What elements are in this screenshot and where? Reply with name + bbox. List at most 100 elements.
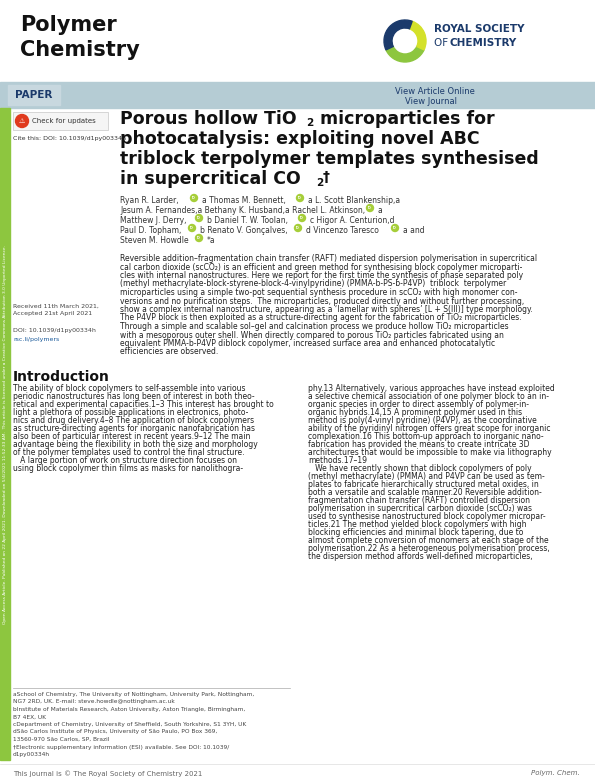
- Text: iD: iD: [393, 226, 397, 230]
- Bar: [0, 82, 595, 108]
- Text: 2: 2: [316, 178, 323, 188]
- Text: method is poly(4-vinyl pyridine) (P4VP), as the coordinative: method is poly(4-vinyl pyridine) (P4VP),…: [308, 416, 537, 425]
- Text: View Journal: View Journal: [405, 97, 457, 106]
- Text: Chemistry: Chemistry: [20, 40, 140, 60]
- Text: 13560-970 São Carlos, SP, Brazil: 13560-970 São Carlos, SP, Brazil: [13, 737, 109, 742]
- Text: the dispersion method affords well-defined microparticles,: the dispersion method affords well-defin…: [308, 552, 533, 561]
- Text: nics and drug delivery.4–8 The application of block copolymers: nics and drug delivery.4–8 The applicati…: [13, 416, 254, 425]
- Circle shape: [295, 225, 302, 232]
- Text: photocatalysis: exploiting novel ABC: photocatalysis: exploiting novel ABC: [120, 130, 480, 148]
- Text: blocking efficiencies and minimal block tapering, due to: blocking efficiencies and minimal block …: [308, 528, 524, 537]
- Wedge shape: [409, 21, 426, 50]
- Text: organic species in order to direct assembly of polymer-in-: organic species in order to direct assem…: [308, 400, 529, 409]
- Text: (methyl methacrylate-block-styrene-block-4-vinylpyridine) (PMMA-b-PS-b-P4VP)  tr: (methyl methacrylate-block-styrene-block…: [120, 279, 506, 289]
- Text: phy.13 Alternatively, various approaches have instead exploited: phy.13 Alternatively, various approaches…: [308, 384, 555, 393]
- Text: rsc.li/polymers: rsc.li/polymers: [13, 337, 60, 342]
- Bar: [0, 108, 10, 760]
- Wedge shape: [384, 20, 412, 50]
- Text: show a complex internal nanostructure, appearing as a ‘lamellar with spheres’ [L: show a complex internal nanostructure, a…: [120, 305, 533, 314]
- Text: bInstitute of Materials Research, Aston University, Aston Triangle, Birmingham,: bInstitute of Materials Research, Aston …: [13, 707, 245, 712]
- Text: d Vincenzo Taresco: d Vincenzo Taresco: [306, 226, 379, 235]
- Text: organic hybrids.14,15 A prominent polymer used in this: organic hybrids.14,15 A prominent polyme…: [308, 408, 522, 417]
- Circle shape: [392, 225, 399, 232]
- Text: dSão Carlos Institute of Physics, University of São Paulo, PO Box 369,: dSão Carlos Institute of Physics, Univer…: [13, 729, 217, 735]
- Bar: [13, 112, 108, 130]
- Text: d1py00334h: d1py00334h: [13, 752, 50, 757]
- Text: CHEMISTRY: CHEMISTRY: [449, 38, 516, 48]
- Text: †Electronic supplementary information (ESI) available. See DOI: 10.1039/: †Electronic supplementary information (E…: [13, 744, 229, 750]
- Text: ⚠: ⚠: [19, 118, 25, 124]
- Wedge shape: [386, 47, 424, 62]
- Circle shape: [189, 225, 196, 232]
- Circle shape: [296, 194, 303, 201]
- Text: using block copolymer thin films as masks for nanolithogra-: using block copolymer thin films as mask…: [13, 464, 243, 473]
- Text: A large portion of work on structure direction focuses on: A large portion of work on structure dir…: [13, 456, 237, 465]
- Text: View Article Online: View Article Online: [395, 87, 475, 96]
- Text: iD: iD: [197, 216, 201, 220]
- Text: This journal is © The Royal Society of Chemistry 2021: This journal is © The Royal Society of C…: [13, 770, 202, 777]
- Text: versions and no purification steps.  The microparticles, produced directly and w: versions and no purification steps. The …: [120, 296, 524, 306]
- Circle shape: [196, 235, 202, 242]
- Text: equivalent PMMA-b-P4VP diblock copolymer, increased surface area and enhanced ph: equivalent PMMA-b-P4VP diblock copolymer…: [120, 339, 495, 348]
- Text: Cite this: DOI: 10.1039/d1py00334h: Cite this: DOI: 10.1039/d1py00334h: [13, 136, 126, 141]
- Text: of the polymer templates used to control the final structure.: of the polymer templates used to control…: [13, 448, 245, 457]
- Circle shape: [190, 194, 198, 201]
- Text: OF: OF: [434, 38, 452, 48]
- Text: (methyl methacrylate) (PMMA) and P4VP can be used as tem-: (methyl methacrylate) (PMMA) and P4VP ca…: [308, 472, 545, 481]
- Text: a selective chemical association of one polymer block to an in-: a selective chemical association of one …: [308, 392, 549, 401]
- Text: ROYAL SOCIETY: ROYAL SOCIETY: [434, 24, 525, 34]
- Text: Open Access Article. Published on 22 April 2021. Downloaded on 5/4/2021 11:52:33: Open Access Article. Published on 22 Apr…: [3, 244, 7, 623]
- Text: plates to fabricate hierarchically structured metal oxides, in: plates to fabricate hierarchically struc…: [308, 480, 538, 489]
- Text: iD: iD: [296, 226, 300, 230]
- Text: triblock terpolymer templates synthesised: triblock terpolymer templates synthesise…: [120, 150, 538, 168]
- Circle shape: [196, 215, 202, 222]
- Text: *a: *a: [207, 236, 215, 245]
- Text: Ryan R. Larder,: Ryan R. Larder,: [120, 196, 178, 205]
- Text: aSchool of Chemistry, The University of Nottingham, University Park, Nottingham,: aSchool of Chemistry, The University of …: [13, 692, 254, 697]
- Circle shape: [367, 204, 374, 211]
- Text: cDepartment of Chemistry, University of Sheffield, South Yorkshire, S1 3YH, UK: cDepartment of Chemistry, University of …: [13, 722, 246, 727]
- Text: iD: iD: [368, 206, 372, 210]
- Text: a and: a and: [403, 226, 425, 235]
- Text: in supercritical CO: in supercritical CO: [120, 170, 300, 188]
- Text: Through a simple and scalable sol–gel and calcination process we produce hollow : Through a simple and scalable sol–gel an…: [120, 322, 509, 331]
- Text: architectures that would be impossible to make via lithography: architectures that would be impossible t…: [308, 448, 552, 457]
- Text: Received 11th March 2021,
Accepted 21st April 2021: Received 11th March 2021, Accepted 21st …: [13, 304, 99, 317]
- Text: †: †: [323, 170, 330, 184]
- Text: DOI: 10.1039/d1py00334h: DOI: 10.1039/d1py00334h: [13, 328, 96, 333]
- Text: Reversible addition–fragmentation chain transfer (RAFT) mediated dispersion poly: Reversible addition–fragmentation chain …: [120, 254, 537, 263]
- Text: also been of particular interest in recent years.9–12 The main: also been of particular interest in rece…: [13, 432, 250, 441]
- Text: Paul D. Topham,: Paul D. Topham,: [120, 226, 181, 235]
- Text: iD: iD: [192, 196, 196, 200]
- Text: Steven M. Howdle: Steven M. Howdle: [120, 236, 189, 245]
- Text: a: a: [378, 206, 383, 215]
- Text: NG7 2RD, UK. E-mail: steve.howdle@nottingham.ac.uk: NG7 2RD, UK. E-mail: steve.howdle@nottin…: [13, 700, 175, 704]
- Text: with a mesoporous outer shell. When directly compared to porous TiO₂ particles f: with a mesoporous outer shell. When dire…: [120, 331, 504, 339]
- Text: cles with internal nanostructures. Here we report for the first time the synthes: cles with internal nanostructures. Here …: [120, 271, 523, 280]
- Text: fragmentation chain transfer (RAFT) controlled dispersion: fragmentation chain transfer (RAFT) cont…: [308, 496, 530, 505]
- Text: periodic nanostructures has long been of interest in both theo-: periodic nanostructures has long been of…: [13, 392, 255, 401]
- Text: complexation.16 This bottom-up approach to inorganic nano-: complexation.16 This bottom-up approach …: [308, 432, 544, 441]
- Text: iD: iD: [298, 196, 302, 200]
- Text: cal carbon dioxide (scCO₂) is an efficient and green method for synthesising blo: cal carbon dioxide (scCO₂) is an efficie…: [120, 263, 522, 271]
- Text: methods.17–19: methods.17–19: [308, 456, 367, 465]
- Text: iD: iD: [190, 226, 194, 230]
- Text: microparticles using a simple two-pot sequential synthesis procedure in scCO₂ wi: microparticles using a simple two-pot se…: [120, 288, 518, 297]
- Text: iD: iD: [300, 216, 304, 220]
- Text: advantage being the flexibility in both the size and morphology: advantage being the flexibility in both …: [13, 440, 258, 449]
- Text: ticles.21 The method yielded block copolymers with high: ticles.21 The method yielded block copol…: [308, 520, 527, 529]
- Text: 2: 2: [306, 118, 313, 128]
- Text: both a versatile and scalable manner.20 Reversible addition-: both a versatile and scalable manner.20 …: [308, 488, 542, 497]
- Text: Polymer: Polymer: [20, 15, 117, 35]
- Text: Introduction: Introduction: [13, 370, 110, 384]
- Text: b Daniel T. W. Toolan,: b Daniel T. W. Toolan,: [207, 216, 288, 225]
- Text: b Renato V. Gonçalves,: b Renato V. Gonçalves,: [200, 226, 287, 235]
- Text: PAPER: PAPER: [15, 90, 53, 100]
- Text: We have recently shown that diblock copolymers of poly: We have recently shown that diblock copo…: [308, 464, 531, 473]
- Text: polymerisation.22 As a heterogeneous polymerisation process,: polymerisation.22 As a heterogeneous pol…: [308, 544, 550, 553]
- Text: c Higor A. Centurion,d: c Higor A. Centurion,d: [310, 216, 394, 225]
- Text: The P4VP block is then exploited as a structure-directing agent for the fabricat: The P4VP block is then exploited as a st…: [120, 314, 522, 322]
- Text: Jesum A. Fernandes,a Bethany K. Husband,a Rachel L. Atkinson,: Jesum A. Fernandes,a Bethany K. Husband,…: [120, 206, 365, 215]
- Text: The ability of block copolymers to self-assemble into various: The ability of block copolymers to self-…: [13, 384, 246, 393]
- Text: efficiencies are observed.: efficiencies are observed.: [120, 348, 218, 356]
